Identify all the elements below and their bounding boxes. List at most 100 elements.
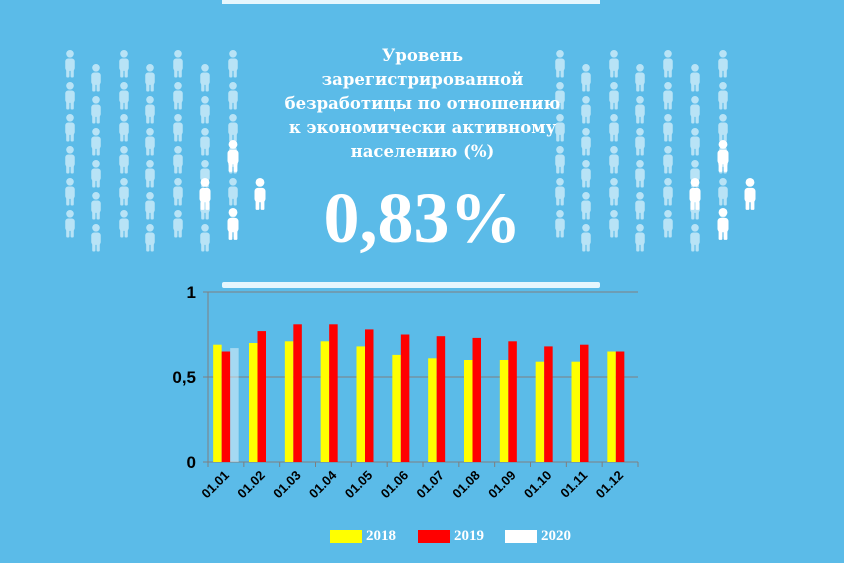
- person-icon: [91, 224, 101, 252]
- person-icon: [65, 146, 75, 174]
- person-icon: [689, 178, 701, 210]
- person-icon: [119, 82, 129, 110]
- x-tick-label: 01.12: [593, 468, 627, 502]
- bar-2018-01.10: [535, 361, 545, 462]
- person-icon: [718, 178, 728, 206]
- title-line: безработицы по отношению: [284, 94, 561, 113]
- legend-swatch-2019: [418, 529, 450, 543]
- person-icon: [663, 82, 673, 110]
- bar-2019-01.04: [329, 324, 338, 462]
- x-tick-label: 01.06: [378, 468, 412, 502]
- person-icon: [663, 114, 673, 142]
- person-icon: [555, 178, 565, 206]
- person-icon: [254, 178, 266, 210]
- legend-label-2019: 2019: [454, 527, 484, 544]
- person-icon: [690, 224, 700, 252]
- bar-2019-01.07: [436, 336, 446, 462]
- person-icon: [65, 210, 75, 238]
- person-icon: [200, 96, 210, 124]
- title-line: к экономически активному: [288, 118, 557, 137]
- bar-2018-01.05: [356, 346, 365, 462]
- person-icon: [91, 160, 101, 188]
- person-icon: [635, 128, 645, 156]
- bar-2018-01.08: [464, 360, 473, 462]
- person-icon: [145, 96, 155, 124]
- legend-label-2020: 2020: [541, 527, 571, 544]
- person-icon: [228, 178, 238, 206]
- legend-swatch-2018: [330, 529, 362, 543]
- x-tick-label: 01.04: [306, 467, 340, 501]
- bar-2018-01.03: [284, 341, 294, 462]
- bar-2019-01.08: [472, 337, 481, 462]
- person-icon: [717, 208, 729, 240]
- bar-chart: 0 0,5 1 01.01 01.02 01.03 01.04 01.05 01.06 01.07…: [172, 283, 639, 502]
- person-icon: [581, 64, 591, 92]
- person-icon: [173, 210, 183, 238]
- legend-item-2019: 2019: [418, 525, 484, 547]
- y-tick-label: 0,5: [172, 368, 196, 387]
- person-icon: [91, 128, 101, 156]
- x-tick-label: 01.08: [449, 468, 483, 502]
- person-icon: [718, 82, 728, 110]
- person-icon: [635, 96, 645, 124]
- person-icon: [65, 50, 75, 78]
- person-icon: [581, 128, 591, 156]
- person-icon: [200, 224, 210, 252]
- person-icon: [91, 96, 101, 124]
- bar-2018-01.11: [571, 361, 580, 462]
- person-icon: [609, 114, 619, 142]
- person-icon: [65, 82, 75, 110]
- person-icon: [663, 210, 673, 238]
- bar-2018-01.04: [320, 341, 330, 462]
- chart-title: Уровень зарегистрированной безработицы п…: [270, 44, 575, 164]
- bar-2019-01.03: [293, 324, 302, 462]
- top-divider: [222, 0, 600, 4]
- person-icon: [581, 192, 591, 220]
- bar-2018-01.06: [392, 354, 401, 462]
- person-icon: [119, 50, 129, 78]
- title-line: Уровень: [381, 46, 464, 65]
- x-tick-label: 01.01: [198, 468, 232, 502]
- headline-value: 0,83%: [323, 178, 522, 258]
- person-icon: [173, 82, 183, 110]
- title-line: зарегистрированной: [321, 70, 524, 89]
- people-icon-group-right: [555, 50, 756, 252]
- person-icon: [718, 114, 728, 142]
- x-tick-label: 01.11: [557, 468, 590, 501]
- person-icon: [199, 178, 211, 210]
- bar-2020-01.01: [230, 348, 239, 462]
- y-tick-label: 1: [187, 283, 196, 302]
- person-icon: [555, 114, 565, 142]
- person-icon: [581, 160, 591, 188]
- person-icon: [609, 178, 619, 206]
- person-icon: [173, 146, 183, 174]
- person-icon: [635, 224, 645, 252]
- person-icon: [173, 178, 183, 206]
- x-tick-label: 01.05: [342, 468, 376, 502]
- bar-2019-01.12: [615, 351, 625, 462]
- legend-swatch-2020: [505, 529, 537, 543]
- x-tick-label: 01.07: [413, 468, 447, 502]
- y-tick-label: 0: [187, 453, 196, 472]
- person-icon: [145, 224, 155, 252]
- bar-2018-01.01: [213, 344, 222, 462]
- person-icon: [744, 178, 756, 210]
- person-icon: [718, 50, 728, 78]
- person-icon: [227, 208, 239, 240]
- person-icon: [173, 114, 183, 142]
- person-icon: [555, 50, 565, 78]
- bar-2018-01.02: [249, 343, 258, 462]
- person-icon: [91, 64, 101, 92]
- person-icon: [227, 140, 239, 172]
- person-icon: [635, 192, 645, 220]
- person-icon: [200, 64, 210, 92]
- person-icon: [228, 50, 238, 78]
- person-icon: [555, 210, 565, 238]
- bar-2019-01.09: [508, 341, 517, 462]
- person-icon: [65, 178, 75, 206]
- x-tick-label: 01.10: [521, 468, 555, 502]
- legend-item-2020: 2020: [505, 525, 571, 547]
- bar-2019-01.02: [257, 331, 266, 462]
- bar-2018-01.12: [607, 351, 616, 462]
- person-icon: [228, 82, 238, 110]
